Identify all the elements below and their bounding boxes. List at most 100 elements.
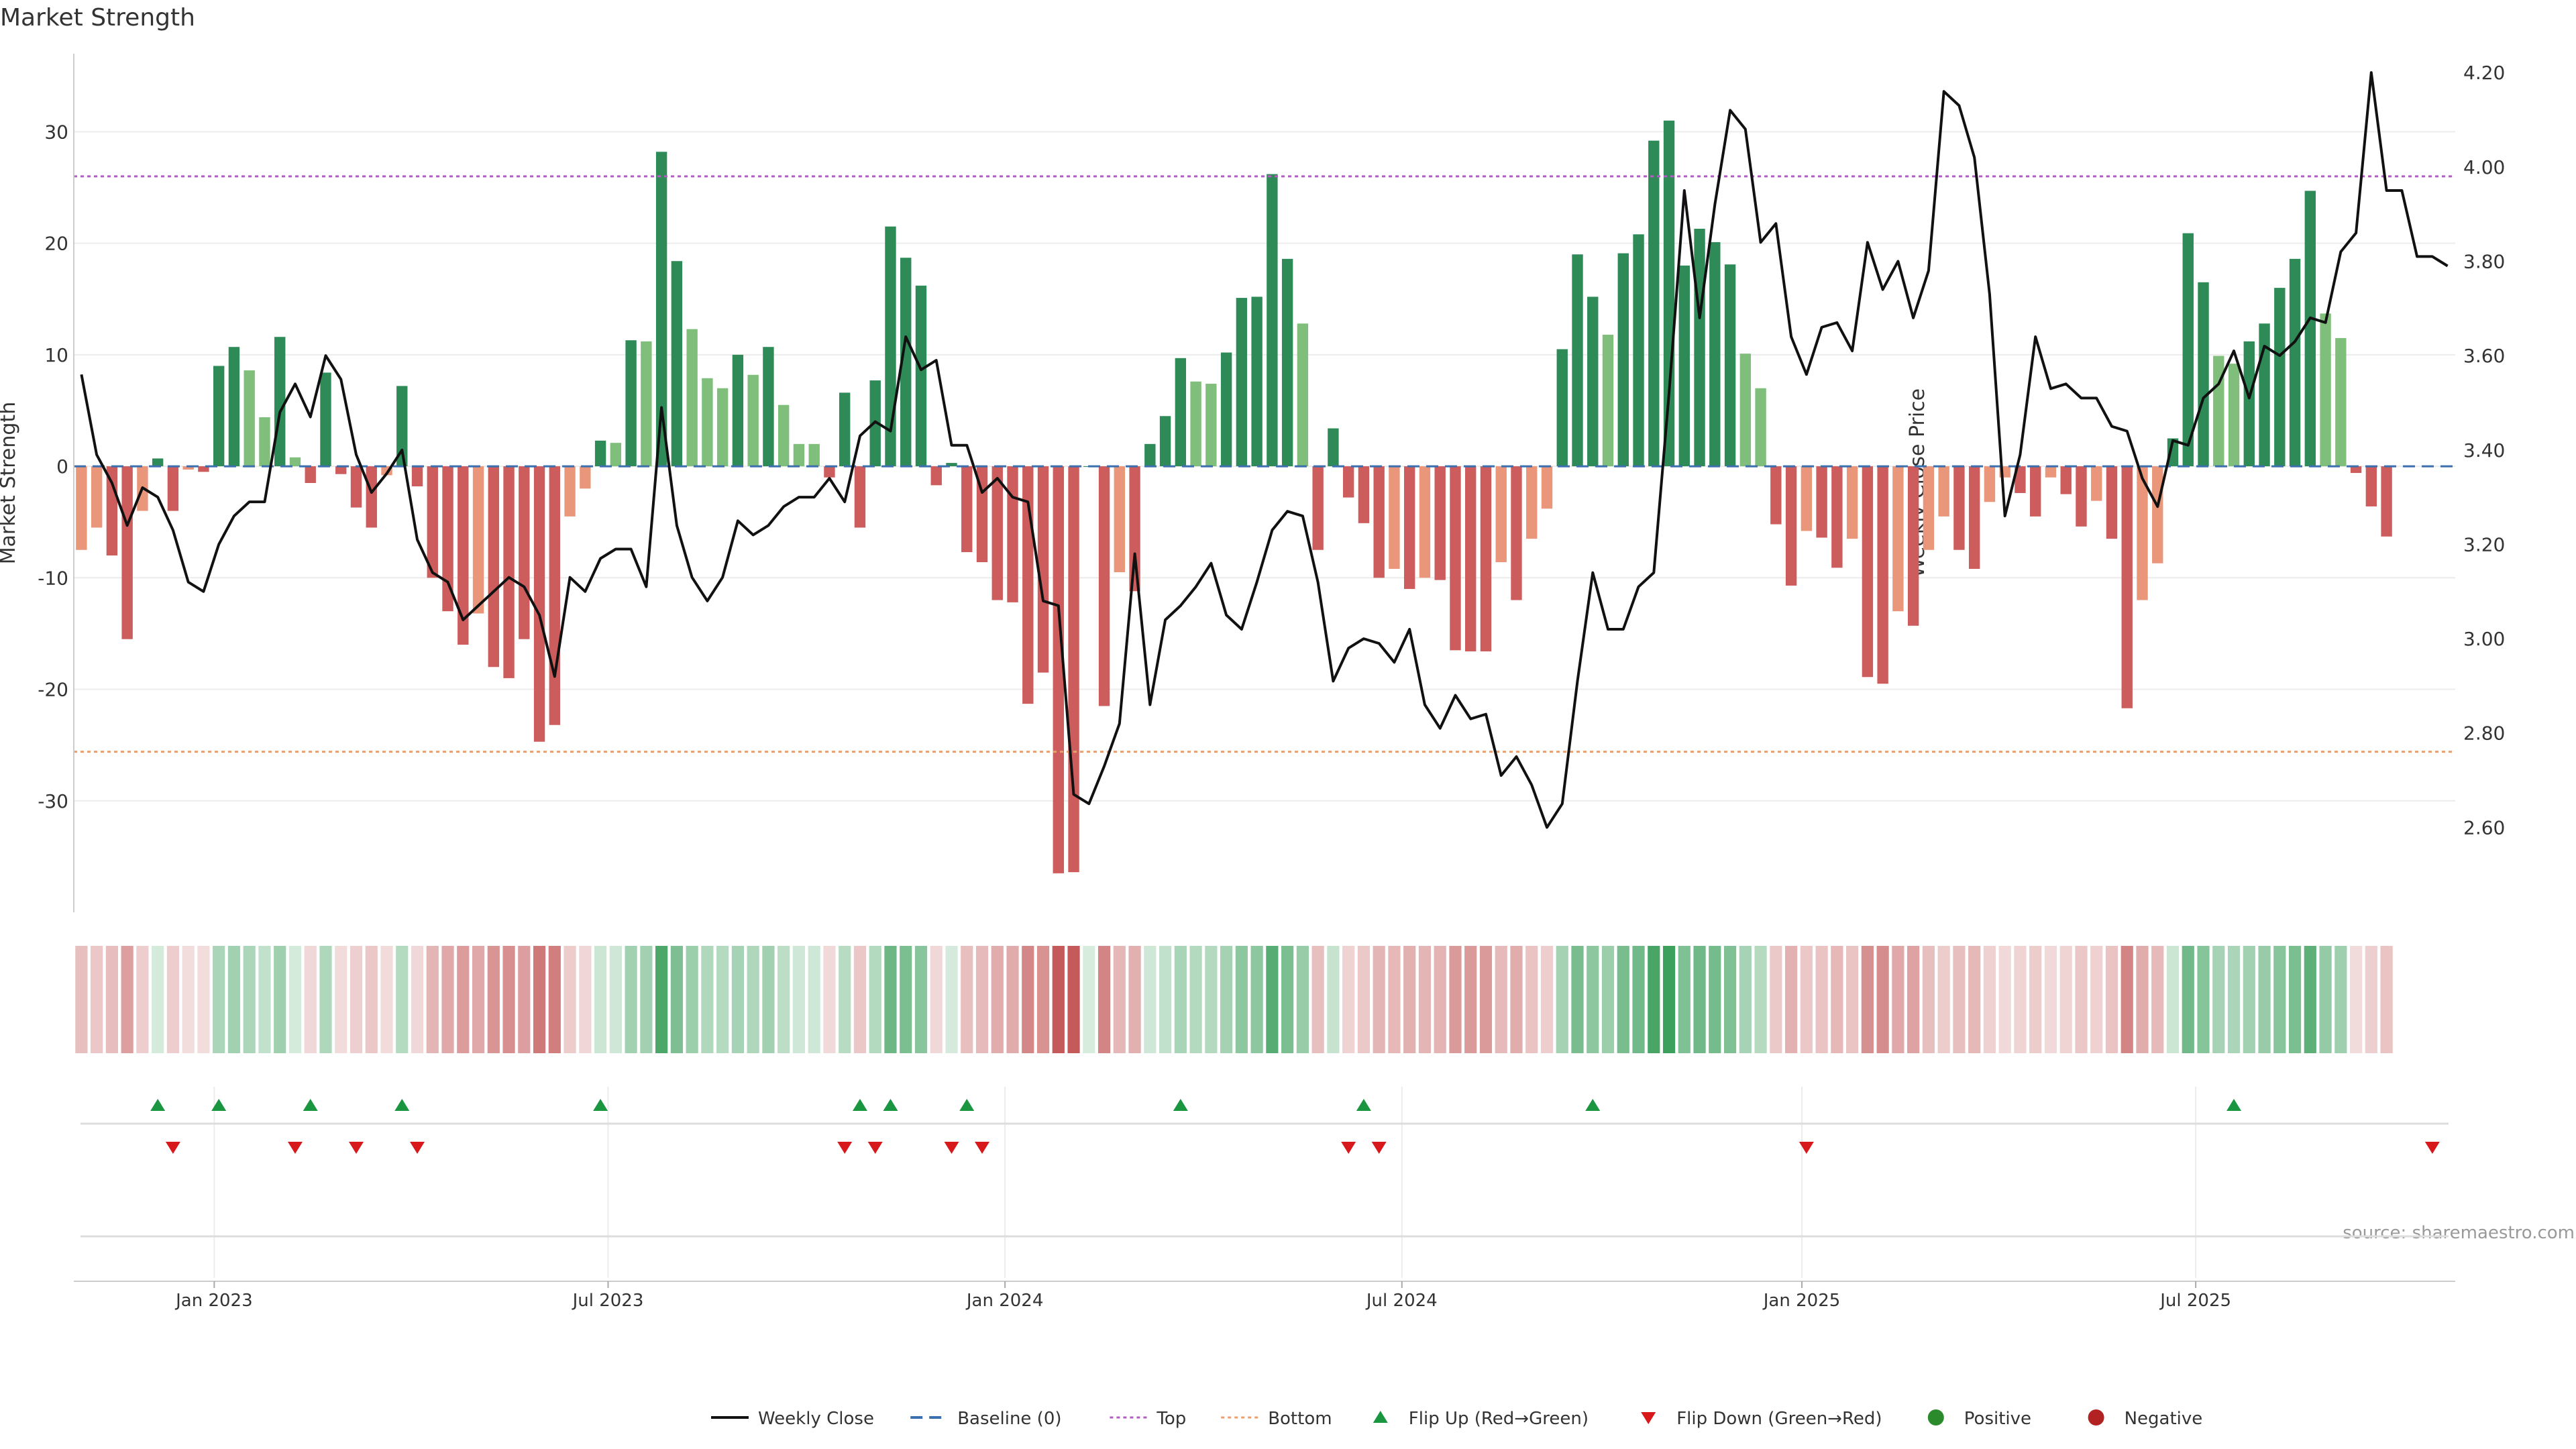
heat-cell [1022, 946, 1034, 1053]
heat-cell [1067, 946, 1080, 1053]
strength-bar [1037, 466, 1049, 673]
heat-cell [213, 946, 225, 1053]
strength-bar [854, 466, 866, 528]
strength-bar [2243, 341, 2255, 467]
legend-item: Positive [1927, 1409, 2031, 1429]
heat-cell [961, 946, 973, 1053]
strength-bar [244, 370, 255, 467]
heat-cell [502, 946, 515, 1053]
legend-swatch [1373, 1411, 1388, 1423]
heat-cell [625, 946, 637, 1053]
strength-bar [702, 378, 713, 467]
heat-cell [1220, 946, 1233, 1053]
strength-bar [1205, 384, 1217, 467]
strength-bar [427, 466, 438, 578]
heat-cell [2258, 946, 2271, 1053]
heat-cell [243, 946, 256, 1053]
heat-cell [1159, 946, 1172, 1053]
legend-item: Top [1110, 1409, 1186, 1429]
weekly-close-series [80, 71, 2449, 829]
heat-cell [900, 946, 912, 1053]
flip-down-marker [944, 1142, 959, 1154]
heat-cell [411, 946, 424, 1053]
heat-cell [808, 946, 820, 1053]
heat-cell [2059, 946, 2072, 1053]
heat-cell [1403, 946, 1416, 1053]
y-tick-label: -30 [38, 790, 68, 812]
strength-bar [655, 152, 667, 467]
heat-cell [75, 946, 88, 1053]
heat-cell [1036, 946, 1050, 1053]
heat-cell [609, 946, 622, 1053]
heat-cell [1449, 946, 1462, 1053]
strength-bar [472, 466, 484, 614]
heat-cell [2288, 946, 2302, 1053]
heat-cell [731, 946, 745, 1053]
strength-bar [1358, 466, 1370, 523]
strength-bar [1587, 297, 1599, 467]
heat-cell [1464, 946, 1477, 1053]
heat-cell [823, 946, 836, 1053]
strength-bar [1831, 466, 1843, 568]
heat-cell [777, 946, 790, 1053]
heat-cell [1892, 946, 1904, 1053]
heat-cell [792, 946, 806, 1053]
strength-bar [2381, 466, 2392, 537]
strength-bar [1526, 466, 1538, 539]
strength-bar [2350, 466, 2362, 474]
y2-tick-label: 4.20 [2463, 62, 2505, 84]
strength-bar [1159, 416, 1171, 467]
strength-bar [274, 337, 286, 467]
heat-cell [1922, 946, 1935, 1053]
strength-bar [2076, 466, 2087, 527]
strength-bar [2015, 466, 2026, 493]
flip-down-marker [975, 1142, 990, 1154]
legend: Weekly Close Baseline (0) Top Bottom Flip Up… [711, 1409, 2202, 1429]
strength-bar [793, 443, 805, 467]
heat-cell [227, 946, 241, 1053]
strength-bar [1541, 466, 1553, 509]
heat-cell [2029, 946, 2042, 1053]
x-tick-label: Jan 2024 [965, 1291, 1044, 1311]
strength-bar [1770, 466, 1782, 525]
flip-down-marker [1371, 1142, 1387, 1154]
flip-down-marker [410, 1142, 425, 1154]
strength-bar [2030, 466, 2041, 517]
strength-bar [1053, 466, 1064, 873]
heat-cell [1250, 946, 1263, 1053]
strength-bar [1694, 228, 1705, 467]
strength-bar [1297, 323, 1309, 467]
heat-cell [1754, 946, 1767, 1053]
heat-cell [380, 946, 393, 1053]
x-tick-label: Jul 2025 [2159, 1291, 2231, 1311]
strength-bar [1480, 466, 1492, 652]
legend-item: Negative [2088, 1409, 2202, 1429]
strength-bar [488, 466, 499, 667]
heat-cell [1174, 946, 1187, 1053]
legend-item: Flip Up (Red→Green) [1373, 1409, 1589, 1429]
flip-down-marker [1799, 1142, 1814, 1154]
heat-cell [1296, 946, 1309, 1053]
heat-cell [457, 946, 470, 1053]
heat-cell [2227, 946, 2241, 1053]
strength-bar [2365, 466, 2377, 506]
strength-bar [2182, 233, 2194, 467]
legend-item: Flip Down (Green→Red) [1641, 1409, 1882, 1429]
heat-cell [594, 946, 607, 1053]
heat-cell [1907, 946, 1920, 1053]
flip-up-marker [394, 1099, 410, 1111]
legend-swatch [1927, 1409, 1944, 1426]
heat-cell [1998, 946, 2011, 1053]
heat-cell [1846, 946, 1859, 1053]
heat-cell [487, 946, 500, 1053]
strength-bar [641, 341, 652, 467]
strength-bar [167, 466, 179, 511]
heat-cell [1525, 946, 1538, 1053]
strength-bar [1434, 466, 1446, 580]
heat-cell [1632, 946, 1645, 1053]
heat-cell [1327, 946, 1340, 1053]
strength-bar [76, 466, 87, 550]
strength-bar [2152, 466, 2163, 564]
heat-cell [1800, 946, 1813, 1053]
heat-cell [152, 946, 164, 1053]
